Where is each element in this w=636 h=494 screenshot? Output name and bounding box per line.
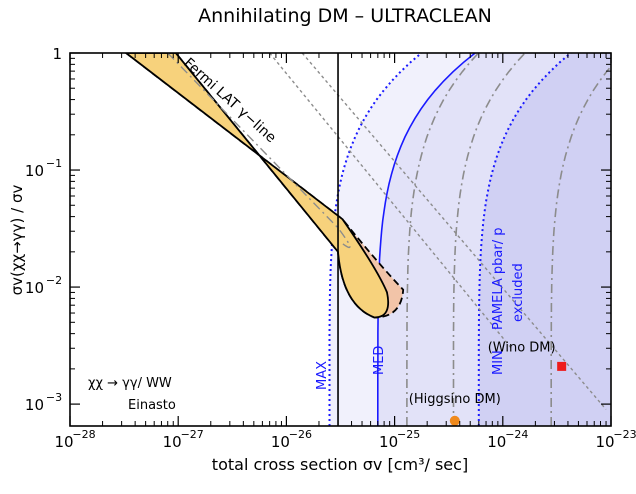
- region-min-line: [477, 53, 572, 426]
- x-tick-exponent: −23: [613, 428, 636, 441]
- region-label-med: MED: [372, 346, 387, 375]
- point-higgsino-dm: [449, 415, 460, 426]
- y-tick-label: 10: [25, 279, 44, 297]
- fermi-band-inner-edge: [167, 53, 351, 249]
- gray-dashdot-curve-1: [406, 53, 480, 426]
- x-tick-exponent: −28: [72, 428, 95, 441]
- x-tick-label: 10: [271, 433, 290, 451]
- chart-title: Annihilating DM – ULTRACLEAN: [198, 5, 492, 27]
- point-label-wino-dm: (Wino DM): [488, 340, 556, 355]
- region-min-fill: [478, 53, 611, 426]
- point-wino-dm: [557, 361, 567, 371]
- plot-frame: [69, 52, 612, 427]
- y-tick-label: 10: [25, 162, 44, 180]
- region-label-min: MIN: [491, 350, 506, 375]
- x-tick-label: 10: [379, 433, 398, 451]
- x-tick-exponent: −26: [289, 428, 312, 441]
- annotation-channel: χχ → γγ/ WW: [88, 376, 172, 391]
- region-label-line-2: excluded: [511, 263, 526, 322]
- gray-dashdot-curve-3: [550, 64, 611, 426]
- y-tick-label: 10: [25, 396, 44, 414]
- x-tick-exponent: −25: [397, 428, 420, 441]
- x-axis-label: total cross section σv [cm³/ sec]: [212, 455, 468, 474]
- point-label-higgsino-dm: (Higgsino DM): [409, 392, 501, 407]
- x-tick-label: 10: [595, 433, 614, 451]
- y-tick-label: 1: [52, 45, 62, 63]
- region-label-line-1: PAMELA pbar/ p: [491, 228, 506, 330]
- fermi-band-inner: [124, 53, 390, 319]
- gray-dashdot-curve-2: [452, 53, 526, 426]
- y-tick-exponent: −2: [46, 274, 62, 287]
- x-tick-label: 10: [487, 433, 506, 451]
- y-tick-exponent: −3: [46, 391, 62, 404]
- y-tick-exponent: −1: [46, 157, 62, 170]
- x-tick-exponent: −27: [181, 428, 204, 441]
- x-tick-label: 10: [54, 433, 73, 451]
- annotation-profile: Einasto: [128, 398, 176, 413]
- y-axis-label: σv(χχ→γγ) / σv: [8, 185, 26, 296]
- region-med-line: [377, 53, 476, 426]
- region-label-max: MAX: [315, 361, 330, 390]
- x-tick-exponent: −24: [505, 428, 528, 441]
- x-tick-label: 10: [163, 433, 182, 451]
- gray-diagonal-2: [301, 53, 607, 410]
